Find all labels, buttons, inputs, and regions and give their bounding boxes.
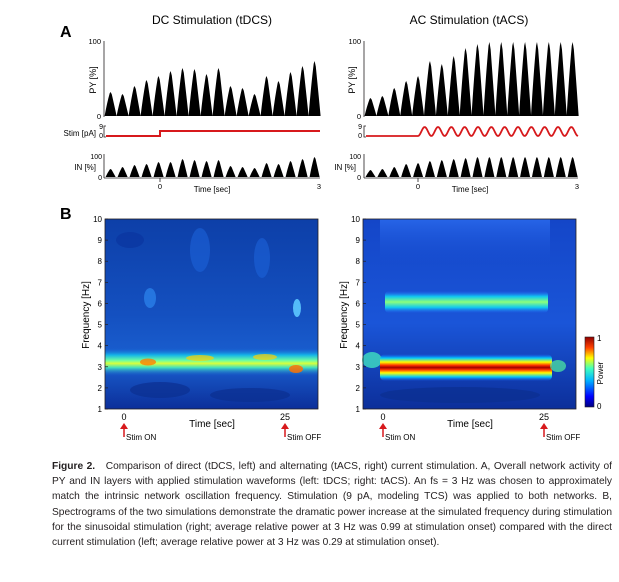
stim-tick-min: 0 bbox=[99, 133, 103, 140]
colorbar-max: 1 bbox=[597, 334, 602, 343]
frequency-ticks-dc: 10 9 8 7 6 5 4 3 2 1 bbox=[93, 215, 108, 414]
stim-axis-label: Stim [pA] bbox=[64, 129, 96, 138]
frequency-tick-label: 10 bbox=[93, 215, 102, 224]
colorbar-label: Power bbox=[596, 361, 605, 384]
frequency-tick-label: 9 bbox=[356, 236, 361, 245]
colorbar-min: 0 bbox=[597, 402, 602, 411]
frequency-tick-label: 2 bbox=[356, 384, 361, 393]
frequency-axis-label: Frequency [Hz] bbox=[81, 281, 92, 349]
spectrogram-ac bbox=[362, 218, 577, 410]
in-tick-min: 0 bbox=[357, 175, 361, 182]
py-tick-max: 100 bbox=[88, 37, 101, 46]
ac-title: AC Stimulation (tACS) bbox=[410, 13, 529, 27]
in-tick-max: 100 bbox=[349, 154, 361, 161]
time-tick-0: 0 bbox=[380, 412, 385, 422]
frequency-tick-label: 5 bbox=[98, 321, 103, 330]
py-axis-label: PY [%] bbox=[347, 66, 357, 93]
frequency-tick-label: 1 bbox=[356, 405, 361, 414]
time-tick-0: 0 bbox=[121, 412, 126, 422]
frequency-tick-label: 4 bbox=[98, 342, 103, 351]
frequency-tick-label: 5 bbox=[356, 321, 361, 330]
frequency-tick-label: 8 bbox=[98, 257, 103, 266]
in-tick-max: 100 bbox=[90, 154, 102, 161]
time-tick-25: 25 bbox=[280, 412, 290, 422]
py-activity-trace-dc bbox=[104, 61, 321, 116]
frequency-tick-label: 6 bbox=[356, 299, 361, 308]
time-axis-label-b: Time [sec] bbox=[447, 419, 493, 430]
time-axis-label: Time [sec] bbox=[194, 185, 231, 194]
stim-tick-max: 9 bbox=[99, 124, 103, 131]
frequency-axis-label: Frequency [Hz] bbox=[339, 281, 350, 349]
stim-off-arrow bbox=[540, 423, 548, 437]
in-activity-trace-dc bbox=[104, 157, 320, 177]
stim-on-arrow bbox=[379, 423, 387, 437]
stim-waveform-ac bbox=[366, 125, 579, 138]
py-tick-max: 100 bbox=[348, 37, 361, 46]
power-colorbar: 1 0 Power bbox=[584, 334, 605, 411]
time-tick-25: 25 bbox=[539, 412, 549, 422]
time-axis-label: Time [sec] bbox=[452, 185, 489, 194]
stim-on-arrow bbox=[120, 423, 128, 437]
py-activity-trace-ac bbox=[364, 42, 579, 116]
stim-tick-min: 0 bbox=[358, 133, 362, 140]
frequency-tick-label: 7 bbox=[98, 278, 103, 287]
panel-a-dc: PY [%] 100 0 Stim [pA] 9 0 IN [%] 100 0 … bbox=[64, 37, 322, 194]
frequency-tick-label: 7 bbox=[356, 278, 361, 287]
time-tick-start: 0 bbox=[416, 182, 420, 191]
py-axis-label: PY [%] bbox=[88, 66, 98, 93]
frequency-tick-label: 2 bbox=[98, 384, 103, 393]
spectrogram-dc bbox=[104, 218, 319, 410]
frequency-tick-label: 10 bbox=[351, 215, 360, 224]
frequency-tick-label: 8 bbox=[356, 257, 361, 266]
stim-on-label: Stim ON bbox=[385, 433, 415, 442]
frequency-tick-label: 1 bbox=[98, 405, 103, 414]
frequency-tick-label: 4 bbox=[356, 342, 361, 351]
dc-title: DC Stimulation (tDCS) bbox=[152, 13, 272, 27]
in-activity-trace-ac bbox=[364, 157, 578, 177]
caption-label: Figure 2. bbox=[52, 461, 96, 472]
in-tick-min: 0 bbox=[98, 175, 102, 182]
panel-a-ac: PY [%] 100 0 9 0 IN [%] 100 0 0 3 Time [… bbox=[334, 37, 579, 194]
time-tick-end: 3 bbox=[317, 182, 321, 191]
time-tick-start: 0 bbox=[158, 182, 162, 191]
frequency-tick-label: 3 bbox=[98, 363, 103, 372]
stim-tick-max: 9 bbox=[358, 124, 362, 131]
frequency-ticks-ac: 10 9 8 7 6 5 4 3 2 1 bbox=[351, 215, 366, 414]
figure-caption: Figure 2. Comparison of direct (tDCS, le… bbox=[52, 459, 612, 550]
caption-text: Comparison of direct (tDCS, left) and al… bbox=[52, 461, 612, 549]
in-axis-label: IN [%] bbox=[74, 163, 96, 172]
panel-b-label: B bbox=[60, 206, 72, 223]
panel-a-label: A bbox=[60, 24, 72, 41]
stim-off-arrow bbox=[281, 423, 289, 437]
py-tick-min: 0 bbox=[357, 112, 361, 121]
frequency-tick-label: 6 bbox=[98, 299, 103, 308]
frequency-tick-label: 3 bbox=[356, 363, 361, 372]
frequency-tick-label: 9 bbox=[98, 236, 103, 245]
in-axis-label: IN [%] bbox=[334, 163, 356, 172]
time-tick-end: 3 bbox=[575, 182, 579, 191]
time-axis-label-b: Time [sec] bbox=[189, 419, 235, 430]
stim-off-label: Stim OFF bbox=[546, 433, 580, 442]
py-tick-min: 0 bbox=[97, 112, 101, 121]
stim-off-label: Stim OFF bbox=[287, 433, 321, 442]
stim-on-label: Stim ON bbox=[126, 433, 156, 442]
stim-waveform-dc bbox=[106, 130, 320, 137]
